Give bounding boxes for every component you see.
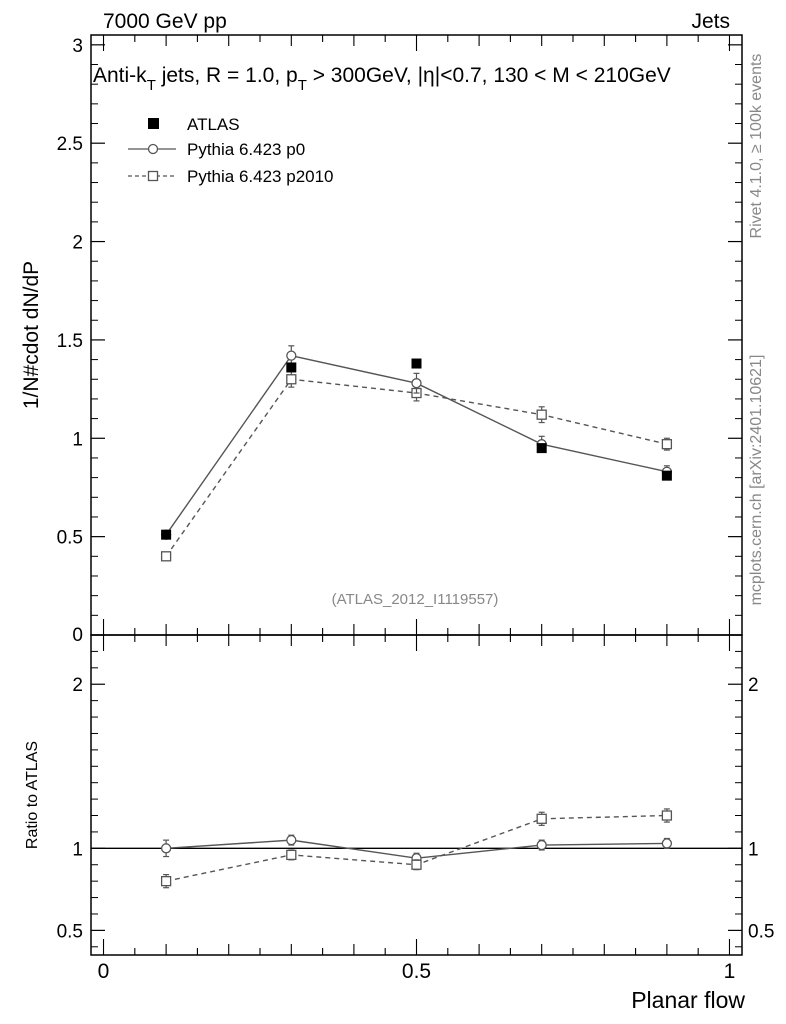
main-pythia-6-423-p2010-point bbox=[160, 551, 172, 562]
legend-label-p2010: Pythia 6.423 p2010 bbox=[187, 167, 334, 186]
main-y-tick-label: 1.5 bbox=[57, 331, 83, 352]
x-tick-label: 1 bbox=[724, 960, 736, 983]
ratio-panel-frame bbox=[90, 634, 743, 956]
main-atlas-point bbox=[161, 529, 172, 540]
ratio-pythia-6-423-p2010-point bbox=[411, 859, 422, 870]
plot-title: Anti-kT jets, R = 1.0, pT > 300GeV, |η|<… bbox=[93, 64, 671, 94]
data-series bbox=[91, 345, 742, 889]
main-y-tick-label: 1 bbox=[72, 429, 83, 450]
ratio-y-tick-label-right: 0.5 bbox=[748, 921, 774, 942]
main-pythia-6-423-p2010-line bbox=[165, 378, 668, 557]
main-y-tick-label: 3 bbox=[72, 36, 83, 57]
axis-ticks: 0.5 1 1.5 2 2.5 3 0 0.5 0.5 1 1 2 2 0 0.5 1 bbox=[57, 35, 774, 983]
main-pythia-6-423-p2010-point bbox=[286, 374, 297, 385]
ratio-pythia-6-423-p2010-point bbox=[536, 813, 547, 824]
main-y-tick-label: 2.5 bbox=[57, 134, 83, 155]
legend-marker-p2010 bbox=[147, 170, 159, 182]
main-pythia-6-423-p2010-point bbox=[536, 409, 547, 420]
main-atlas-point bbox=[536, 443, 547, 454]
ratio-y-tick-label-right: 2 bbox=[748, 675, 759, 696]
x-tick-label: 0.5 bbox=[402, 960, 431, 983]
main-atlas-point bbox=[286, 362, 297, 373]
analysis-id-watermark: (ATLAS_2012_I1119557) bbox=[332, 591, 499, 608]
legend-label-atlas: ATLAS bbox=[187, 115, 240, 134]
main-pythia-6-423-p2010-point bbox=[661, 439, 673, 450]
ratio-y-axis-title: Ratio to ATLAS bbox=[24, 741, 41, 849]
ratio-pythia-6-423-p2010-point bbox=[160, 876, 172, 887]
main-y-axis-title: 1/N#cdot dN/dP bbox=[20, 261, 43, 409]
ratio-pythia-6-423-p0-point bbox=[160, 843, 172, 854]
ratio-pythia-6-423-p2010-point bbox=[286, 849, 297, 861]
ratio-pythia-6-423-p0-point bbox=[286, 834, 297, 846]
legend-label-p0: Pythia 6.423 p0 bbox=[187, 140, 305, 159]
ratio-pythia-6-423-p2010-point bbox=[661, 810, 673, 821]
main-y-tick-label: 0 bbox=[72, 625, 83, 646]
header-process-label: Jets bbox=[691, 10, 730, 33]
main-y-tick-label: 0.5 bbox=[57, 528, 83, 549]
legend-marker-p0 bbox=[147, 143, 159, 155]
ratio-y-tick-label-right: 1 bbox=[748, 839, 759, 860]
main-atlas-point bbox=[661, 470, 672, 481]
ratio-y-tick-label: 1 bbox=[72, 839, 83, 860]
main-y-tick-label: 2 bbox=[72, 233, 83, 254]
main-pythia-6-423-p0-point bbox=[286, 350, 297, 361]
ratio-y-tick-label: 0.5 bbox=[57, 921, 83, 942]
main-atlas-point bbox=[411, 358, 422, 369]
legend-marker-atlas bbox=[148, 118, 159, 129]
rivet-version-label: Rivet 4.1.0, ≥ 100k events bbox=[748, 54, 765, 239]
ratio-pythia-6-423-p0-point bbox=[536, 839, 547, 851]
x-axis-title: Planar flow bbox=[631, 987, 745, 1013]
ratio-pythia-6-423-p0-point bbox=[661, 838, 673, 849]
x-tick-label: 0 bbox=[98, 960, 110, 983]
mcplots-citation-label: mcplots.cern.ch [arXiv:2401.10621] bbox=[748, 355, 765, 606]
header-energy-label: 7000 GeV pp bbox=[103, 10, 227, 33]
legend: ATLAS Pythia 6.423 p0 Pythia 6.423 p2010 bbox=[128, 115, 334, 186]
main-pythia-6-423-p0-point bbox=[411, 378, 422, 389]
ratio-y-tick-label: 2 bbox=[72, 675, 83, 696]
